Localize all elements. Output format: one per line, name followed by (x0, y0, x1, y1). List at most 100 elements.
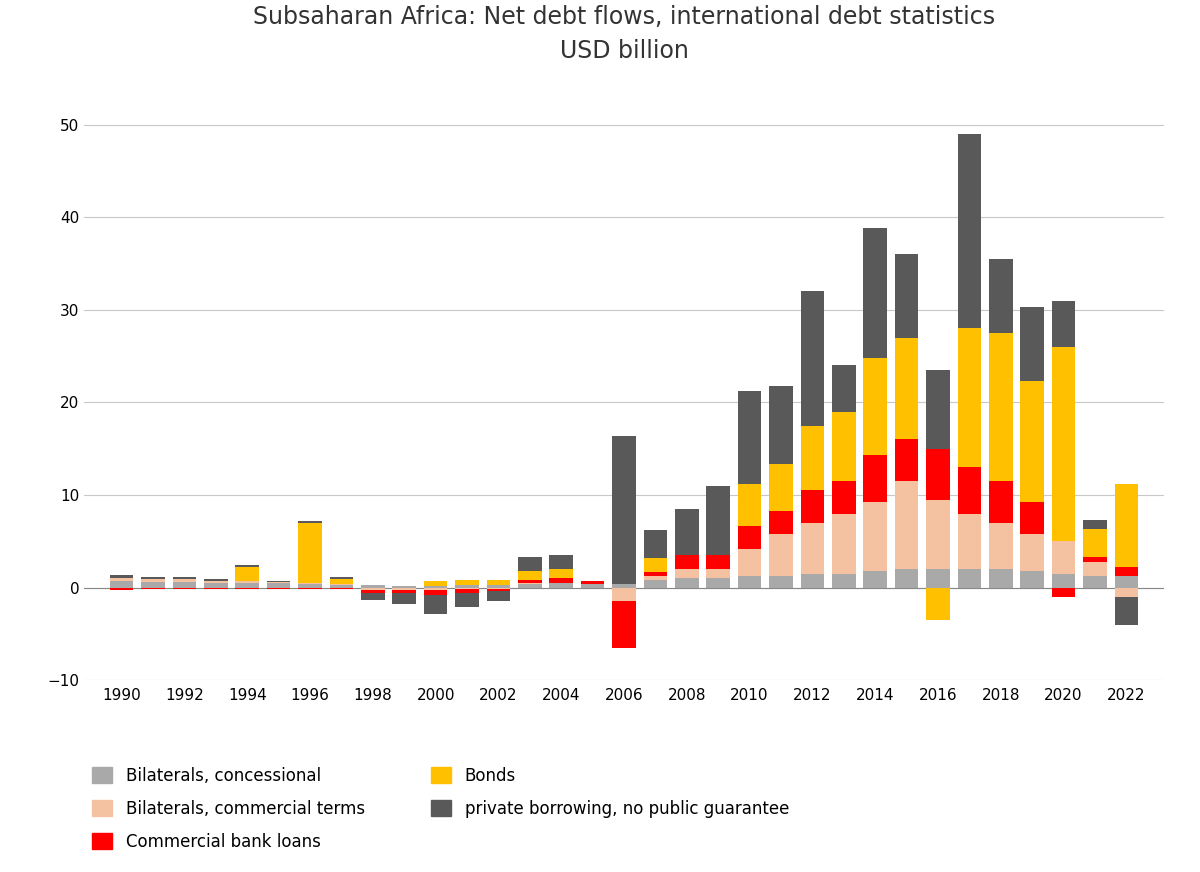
Bar (1115, 576, 1138, 588)
Bar (738, 548, 761, 576)
Bar (958, 329, 982, 467)
Bar (424, 588, 448, 590)
Bar (1020, 381, 1044, 501)
Bar (769, 534, 793, 576)
Bar (643, 576, 667, 580)
Bar (142, 588, 164, 589)
Bar (142, 577, 164, 579)
Bar (863, 571, 887, 588)
Bar (550, 583, 572, 588)
Bar (266, 582, 290, 583)
Bar (832, 574, 856, 588)
Bar (1020, 571, 1044, 588)
Bar (455, 589, 479, 593)
Bar (266, 583, 290, 588)
Bar (989, 523, 1013, 569)
Bar (1084, 576, 1106, 588)
Bar (1084, 562, 1106, 576)
Bar (676, 569, 698, 578)
Bar (581, 581, 605, 584)
Bar (1051, 574, 1075, 588)
Bar (330, 584, 353, 585)
Bar (235, 565, 259, 567)
Bar (361, 590, 385, 593)
Bar (769, 576, 793, 588)
Bar (266, 588, 290, 589)
Bar (299, 523, 322, 583)
Title: Subsaharan Africa: Net debt flows, international debt statistics
USD billion: Subsaharan Africa: Net debt flows, inter… (253, 5, 995, 63)
Bar (769, 511, 793, 534)
Bar (738, 484, 761, 526)
Bar (487, 585, 510, 588)
Bar (895, 481, 918, 569)
Bar (110, 575, 133, 578)
Bar (643, 572, 667, 576)
Bar (361, 585, 385, 588)
Bar (738, 576, 761, 588)
Bar (361, 588, 385, 590)
Bar (800, 574, 824, 588)
Bar (487, 589, 510, 591)
Bar (550, 578, 572, 583)
Bar (643, 530, 667, 558)
Bar (518, 571, 541, 580)
Bar (455, 588, 479, 589)
Bar (550, 555, 572, 569)
Bar (235, 583, 259, 588)
Bar (1084, 557, 1106, 562)
Bar (863, 455, 887, 501)
Bar (738, 526, 761, 548)
Bar (487, 588, 510, 589)
Bar (1084, 529, 1106, 557)
Legend: Bilaterals, concessional, Bilaterals, commercial terms, Commercial bank loans, B: Bilaterals, concessional, Bilaterals, co… (92, 766, 790, 851)
Bar (800, 523, 824, 574)
Bar (392, 590, 416, 593)
Bar (1115, 588, 1138, 596)
Bar (769, 465, 793, 511)
Bar (1051, 301, 1075, 347)
Bar (676, 509, 698, 555)
Bar (895, 255, 918, 337)
Bar (235, 567, 259, 581)
Bar (707, 486, 730, 555)
Bar (643, 558, 667, 572)
Bar (330, 579, 353, 584)
Bar (863, 358, 887, 455)
Bar (142, 582, 164, 588)
Bar (800, 291, 824, 426)
Bar (204, 588, 228, 589)
Bar (1020, 501, 1044, 534)
Bar (518, 557, 541, 571)
Bar (299, 583, 322, 584)
Bar (1115, 596, 1138, 624)
Bar (424, 586, 448, 588)
Bar (612, 602, 636, 648)
Bar (895, 337, 918, 439)
Bar (1084, 520, 1106, 529)
Bar (142, 579, 164, 582)
Bar (110, 578, 133, 581)
Bar (424, 590, 448, 595)
Bar (1115, 567, 1138, 576)
Bar (266, 581, 290, 582)
Bar (800, 426, 824, 490)
Bar (707, 569, 730, 578)
Bar (895, 439, 918, 481)
Bar (110, 588, 133, 590)
Bar (1020, 534, 1044, 571)
Bar (455, 593, 479, 607)
Bar (707, 578, 730, 588)
Bar (989, 481, 1013, 523)
Bar (832, 514, 856, 574)
Bar (392, 586, 416, 588)
Bar (424, 581, 448, 586)
Bar (676, 578, 698, 588)
Bar (518, 580, 541, 583)
Bar (204, 581, 228, 583)
Bar (958, 134, 982, 329)
Bar (643, 580, 667, 588)
Bar (204, 579, 228, 581)
Bar (989, 259, 1013, 333)
Bar (299, 521, 322, 523)
Bar (424, 595, 448, 614)
